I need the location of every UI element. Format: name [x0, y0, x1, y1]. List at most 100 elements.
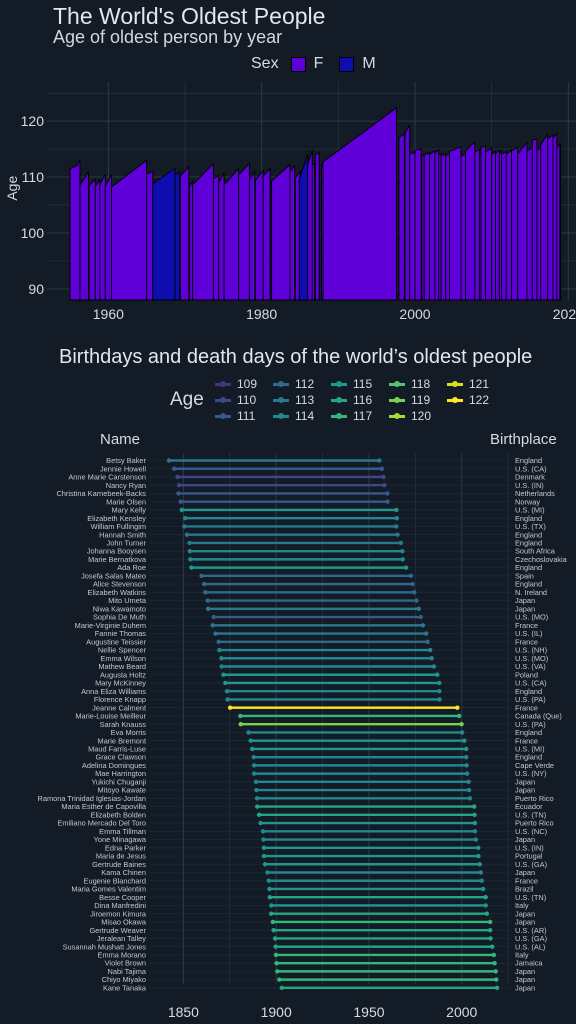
legend-swatch-f	[290, 56, 306, 72]
person-name: Anna Eliza Williams	[81, 687, 146, 696]
person-name: Mary Kelly	[112, 506, 147, 515]
death-point	[400, 557, 405, 562]
person-name: Sarah Knauss	[100, 720, 147, 729]
x-tick-label: 2020	[553, 306, 576, 322]
birth-point	[258, 820, 263, 826]
death-point	[377, 458, 382, 463]
birth-point	[213, 631, 218, 636]
area-f	[189, 179, 194, 301]
death-point	[395, 532, 400, 537]
age-legend-swatch	[331, 413, 347, 420]
area-f	[289, 164, 296, 301]
area-f	[559, 144, 562, 301]
person-birthplace: Norway	[515, 497, 540, 506]
person-birthplace: England	[515, 580, 542, 589]
person-birthplace: England	[515, 728, 542, 737]
age-legend-label: 116	[353, 393, 373, 407]
death-point	[455, 705, 460, 710]
area-m	[298, 154, 309, 301]
age-legend-swatch	[273, 381, 289, 388]
person-birthplace: Japan	[515, 909, 535, 918]
area-f	[262, 167, 271, 301]
age-legend-swatch	[447, 397, 463, 404]
death-point	[483, 903, 488, 908]
person-birthplace: U.S. (GA)	[515, 934, 547, 943]
area-f	[547, 134, 554, 301]
death-point	[466, 779, 471, 785]
person-name: Ada Roe	[117, 563, 146, 572]
person-name: Marie Bernatkova	[88, 555, 147, 564]
person-name: Kama Chinen	[101, 868, 146, 877]
birth-point	[176, 491, 181, 496]
area-f	[480, 145, 486, 301]
birth-point	[273, 952, 279, 958]
birth-point	[262, 862, 268, 867]
person-name: Hannah Smith	[99, 530, 146, 539]
person-birthplace: U.S. (MI)	[515, 745, 545, 754]
death-point	[472, 820, 478, 826]
birth-point	[189, 565, 194, 570]
birth-point	[261, 845, 267, 850]
death-point	[472, 829, 478, 834]
birth-point	[267, 895, 273, 900]
age-legend-item: 122	[447, 393, 489, 407]
person-birthplace: Portugal	[515, 852, 543, 861]
death-point	[410, 581, 415, 587]
area-f	[404, 124, 411, 301]
area-f	[531, 138, 538, 301]
person-birthplace: England	[515, 456, 542, 465]
birth-point	[255, 804, 260, 809]
age-legend-label: 111	[237, 409, 256, 423]
area-f	[434, 148, 440, 301]
area-f	[465, 140, 476, 301]
person-name: Marie Bremont	[98, 736, 146, 745]
birth-point	[227, 705, 233, 710]
person-birthplace: U.S. (NY)	[515, 769, 547, 778]
birth-point	[201, 581, 207, 587]
birth-point	[178, 499, 183, 504]
birth-point	[166, 458, 172, 463]
person-birthplace: France	[515, 876, 538, 885]
birth-point	[246, 730, 251, 735]
chart2-title: Birthdays and death days of the world’s …	[59, 346, 533, 368]
person-name: Mary McKinney	[95, 679, 146, 688]
person-name: Mitoyo Kawate	[98, 786, 146, 795]
birth-point	[253, 779, 259, 785]
birth-point	[176, 483, 182, 488]
birth-point	[251, 754, 256, 760]
person-birthplace: Japan	[515, 967, 535, 976]
death-point	[425, 639, 430, 644]
birth-point	[221, 672, 226, 677]
birth-point	[273, 944, 278, 949]
person-birthplace: Italy	[515, 901, 529, 910]
person-birthplace: U.S. (MO)	[515, 613, 548, 622]
birth-point	[267, 886, 272, 892]
person-birthplace: U.S. (GA)	[515, 860, 547, 869]
death-point	[437, 689, 442, 694]
person-birthplace: England	[515, 539, 542, 548]
area-f	[311, 162, 316, 301]
chart-subtitle: Age of oldest person by year	[53, 27, 283, 47]
birth-point	[279, 985, 284, 991]
birth-point	[260, 829, 266, 834]
person-birthplace: U.S. (CA)	[515, 464, 547, 473]
age-legend-item: 116	[331, 393, 372, 407]
person-birthplace: Japan	[515, 975, 535, 984]
birth-point	[274, 960, 279, 966]
death-point	[423, 631, 429, 636]
birth-point	[223, 680, 228, 686]
area-f	[438, 152, 442, 301]
person-birthplace: Italy	[515, 951, 529, 960]
death-point	[398, 540, 404, 546]
age-legend-item: 121	[447, 377, 489, 391]
age-legend-label: 112	[295, 377, 315, 391]
death-point	[462, 738, 467, 743]
person-birthplace: U.S. (MI)	[515, 506, 545, 515]
birth-point	[275, 969, 280, 974]
person-birthplace: U.S. (MO)	[515, 654, 548, 663]
death-point	[494, 985, 500, 991]
birth-point	[184, 532, 190, 537]
x-tick-label: 2000	[399, 306, 430, 322]
death-point	[483, 895, 488, 900]
